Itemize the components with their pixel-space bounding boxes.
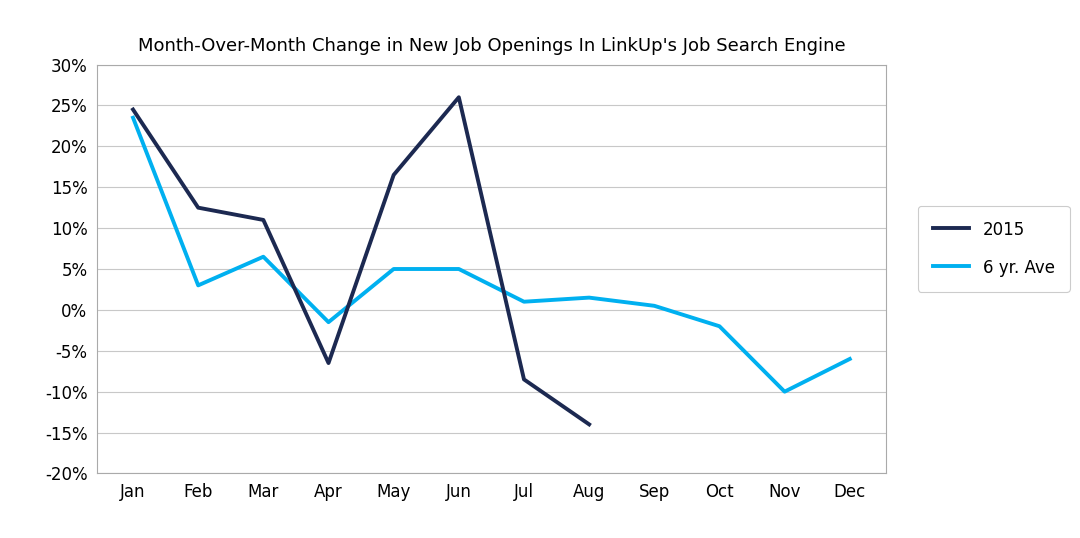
2015	[388, 172, 401, 178]
6 yr. Ave	[648, 302, 661, 309]
6 yr. Ave	[713, 323, 726, 329]
2015	[192, 204, 205, 211]
6 yr. Ave	[257, 253, 270, 260]
6 yr. Ave	[388, 266, 401, 272]
Line: 2015: 2015	[133, 97, 589, 424]
Title: Month-Over-Month Change in New Job Openings In LinkUp's Job Search Engine: Month-Over-Month Change in New Job Openi…	[137, 37, 846, 55]
2015	[322, 360, 335, 366]
6 yr. Ave	[453, 266, 465, 272]
6 yr. Ave	[517, 299, 530, 305]
6 yr. Ave	[778, 388, 791, 395]
Legend: 2015, 6 yr. Ave: 2015, 6 yr. Ave	[918, 206, 1069, 292]
2015	[453, 94, 465, 101]
2015	[257, 217, 270, 223]
2015	[517, 376, 530, 383]
Line: 6 yr. Ave: 6 yr. Ave	[133, 118, 850, 392]
6 yr. Ave	[192, 282, 205, 288]
6 yr. Ave	[843, 356, 856, 362]
2015	[126, 107, 139, 113]
6 yr. Ave	[126, 115, 139, 121]
6 yr. Ave	[582, 294, 595, 301]
2015	[582, 421, 595, 428]
6 yr. Ave	[322, 319, 335, 325]
